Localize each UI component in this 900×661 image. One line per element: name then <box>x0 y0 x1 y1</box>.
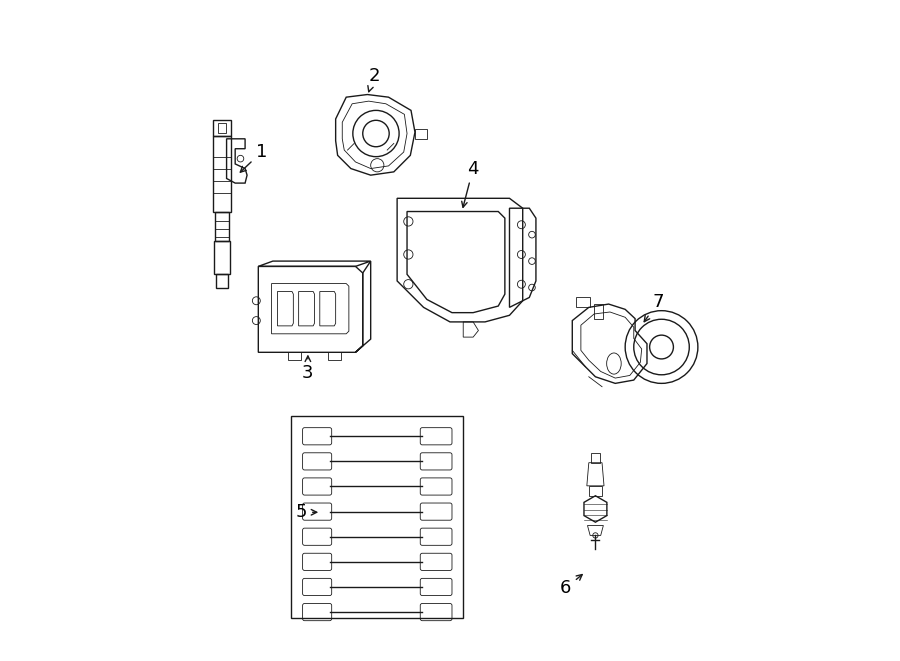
Text: 3: 3 <box>302 356 313 383</box>
Text: 1: 1 <box>240 143 267 172</box>
Text: 7: 7 <box>644 293 664 322</box>
Text: 4: 4 <box>462 159 479 208</box>
Text: 6: 6 <box>560 574 582 598</box>
Text: 2: 2 <box>368 67 380 92</box>
Text: 5: 5 <box>295 503 317 522</box>
